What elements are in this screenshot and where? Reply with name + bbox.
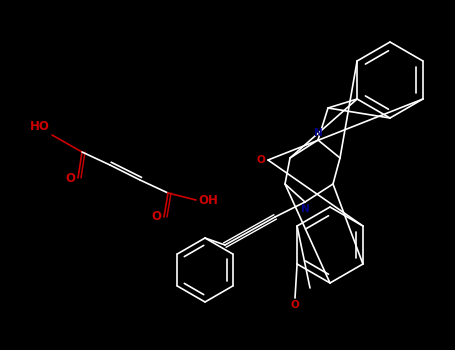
Text: N: N bbox=[301, 204, 309, 214]
Text: N: N bbox=[313, 128, 323, 138]
Text: HO: HO bbox=[30, 120, 50, 133]
Text: O: O bbox=[291, 300, 299, 310]
Text: OH: OH bbox=[198, 194, 218, 206]
Text: O: O bbox=[65, 172, 75, 184]
Text: O: O bbox=[256, 155, 265, 165]
Text: O: O bbox=[151, 210, 161, 224]
